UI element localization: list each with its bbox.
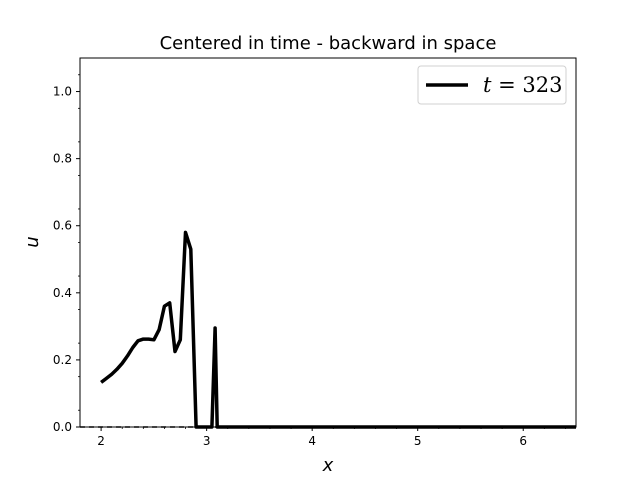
plot-frame [79, 57, 577, 428]
x-axis-label: x [322, 455, 334, 476]
axis-ticks: 2 3 4 5 6 0.0 0.2 0.4 0.6 0.8 1.0 [53, 74, 566, 448]
x-tick-label: 2 [97, 434, 105, 448]
series-layer [80, 230, 576, 429]
x-tick-label: 6 [519, 434, 527, 448]
legend-box [417, 65, 567, 105]
legend-label: t = 323 [483, 73, 563, 97]
y-axis-label: u [22, 236, 43, 247]
chart-title: Centered in time - backward in space [160, 33, 497, 54]
series-line [100, 230, 576, 429]
y-tick-label: 0.4 [53, 286, 72, 300]
y-tick-label: 0.6 [53, 219, 72, 233]
legend: t = 323 [417, 65, 567, 105]
x-tick-label: 5 [414, 434, 422, 448]
y-tick-label: 0.2 [53, 353, 72, 367]
y-tick-label: 0.8 [53, 152, 72, 166]
legend-var: t [483, 73, 492, 97]
x-tick-label: 3 [203, 434, 211, 448]
y-tick-label: 1.0 [53, 85, 72, 99]
legend-value: 323 [522, 73, 562, 97]
x-tick-label: 4 [308, 434, 316, 448]
legend-eq: = [491, 73, 522, 97]
y-tick-label: 0.0 [53, 420, 72, 434]
plot-area [79, 57, 577, 428]
